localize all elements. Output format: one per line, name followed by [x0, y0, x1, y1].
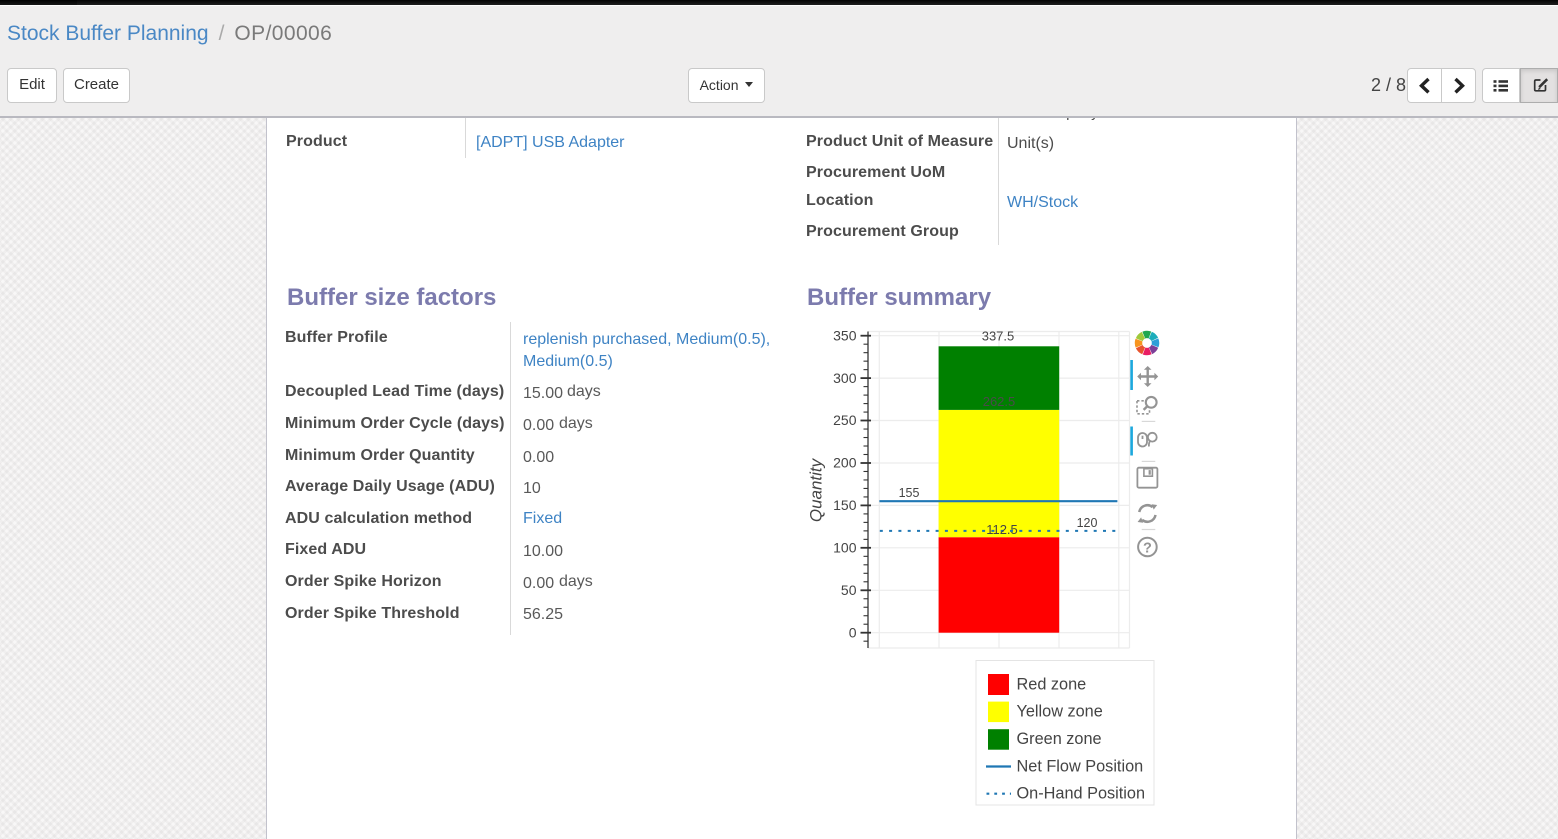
svg-text:112.5: 112.5 — [986, 522, 1018, 537]
svg-text:262.5: 262.5 — [983, 394, 1016, 409]
svg-text:150: 150 — [833, 497, 857, 513]
svg-text:Net Flow Position: Net Flow Position — [1017, 758, 1144, 776]
svg-text:Red zone: Red zone — [1017, 676, 1087, 694]
svg-text:200: 200 — [833, 455, 857, 471]
svg-text:Green zone: Green zone — [1017, 730, 1102, 748]
svg-text:Quantity: Quantity — [807, 457, 826, 522]
svg-text:Yellow zone: Yellow zone — [1017, 703, 1103, 721]
svg-text:On-Hand Position: On-Hand Position — [1017, 785, 1146, 803]
svg-text:100: 100 — [833, 540, 857, 556]
svg-text:350: 350 — [833, 327, 857, 343]
svg-text:300: 300 — [833, 370, 857, 386]
svg-text:337.5: 337.5 — [982, 328, 1015, 343]
svg-text:?: ? — [1143, 541, 1152, 557]
svg-text:0: 0 — [849, 624, 857, 640]
svg-text:120: 120 — [1077, 516, 1098, 530]
svg-text:50: 50 — [841, 582, 857, 598]
svg-text:250: 250 — [833, 412, 857, 428]
svg-text:155: 155 — [899, 486, 920, 500]
